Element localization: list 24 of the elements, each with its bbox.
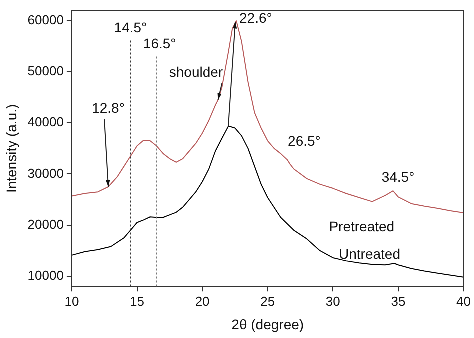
annotation: 22.6° [240,10,272,26]
y-tick-label: 60000 [28,12,64,28]
y-tick-label: 30000 [28,166,64,181]
series-label: Untreated [338,246,400,262]
x-tick-label: 20 [195,294,210,309]
annotation: 12.8° [92,100,125,116]
ref-line-label: 14.5° [114,20,148,36]
x-tick-label: 30 [326,294,340,309]
y-tick-label: 20000 [28,216,64,232]
annotation: 26.5° [288,132,321,149]
x-tick-label: 15 [130,294,144,309]
annotation: 34.5° [382,168,415,185]
y-axis-title: Intensity (a.u.) [3,104,20,194]
x-tick-label: 25 [260,294,276,309]
ref-line-label: 16.5° [143,36,176,52]
y-tick-label: 50000 [28,64,64,79]
series-label: Pretreated [329,218,395,235]
x-axis-title: 2θ (degree) [232,316,304,332]
x-tick-label: 35 [391,294,406,309]
y-tick-label: 40000 [28,114,64,130]
x-tick-label: 40 [456,294,472,309]
y-tick-label: 10000 [28,268,64,283]
annotation: shoulder [169,64,224,80]
x-tick-label: 10 [64,294,80,309]
